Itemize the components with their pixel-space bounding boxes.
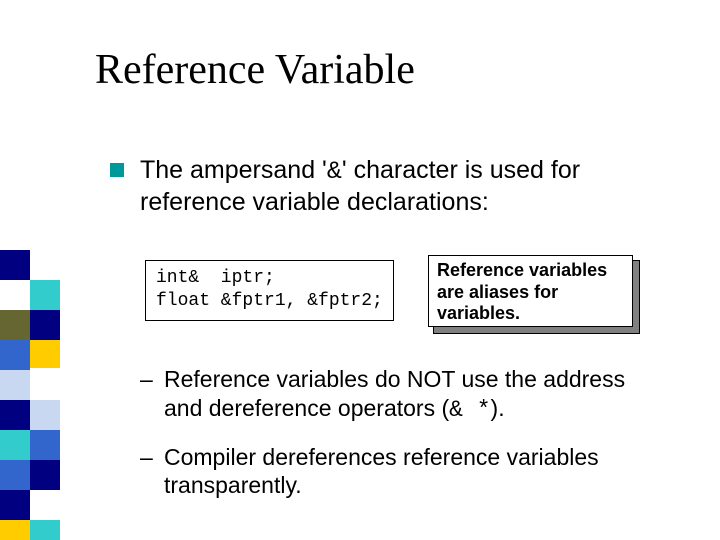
deco-sq xyxy=(30,310,60,340)
text-pre: The ampersand ' xyxy=(140,156,327,184)
deco-sq xyxy=(0,340,30,370)
deco-sq xyxy=(0,490,30,520)
sub-bullet-list: – Reference variables do NOT use the add… xyxy=(140,365,660,518)
sub1-post: ). xyxy=(491,395,505,421)
sub1-mono: & * xyxy=(449,397,490,423)
code-and-callout: int& iptr; float &fptr1, &fptr2; Referen… xyxy=(145,255,645,335)
sub2-pre: Compiler dereferences reference variable… xyxy=(164,444,599,499)
sub-bullet-2: – Compiler dereferences reference variab… xyxy=(140,443,660,501)
sub1-pre: Reference variables do NOT use the addre… xyxy=(164,366,625,421)
deco-sq xyxy=(30,430,60,460)
callout: Reference variables are aliases for vari… xyxy=(428,255,633,327)
deco-sq xyxy=(0,400,30,430)
callout-box: Reference variables are aliases for vari… xyxy=(428,255,633,327)
deco-sq xyxy=(30,460,60,490)
deco-sq xyxy=(0,370,30,400)
deco-sq xyxy=(0,310,30,340)
deco-sq xyxy=(30,520,60,540)
dash-icon: – xyxy=(140,443,153,472)
main-bullet: The ampersand '&' character is used for … xyxy=(110,155,650,219)
deco-sq xyxy=(30,340,60,368)
code-line-2: float &fptr1, &fptr2; xyxy=(156,291,383,311)
code-line-1: int& iptr; xyxy=(156,268,275,288)
bullet-square-icon xyxy=(110,163,124,177)
sub-bullet-1: – Reference variables do NOT use the add… xyxy=(140,365,660,425)
deco-sq xyxy=(0,430,30,460)
deco-sq xyxy=(0,250,30,280)
dash-icon: – xyxy=(140,365,153,394)
code-box: int& iptr; float &fptr1, &fptr2; xyxy=(145,260,394,321)
deco-sq xyxy=(0,520,30,540)
deco-sq xyxy=(0,460,30,490)
ampersand-char: & xyxy=(327,157,342,186)
deco-sq xyxy=(30,400,60,430)
slide-title: Reference Variable xyxy=(95,46,415,94)
slide: { "title": "Reference Variable", "main_b… xyxy=(0,0,720,540)
decorative-squares xyxy=(0,250,70,540)
deco-sq xyxy=(30,280,60,310)
main-bullet-text: The ampersand '&' character is used for … xyxy=(140,155,650,219)
